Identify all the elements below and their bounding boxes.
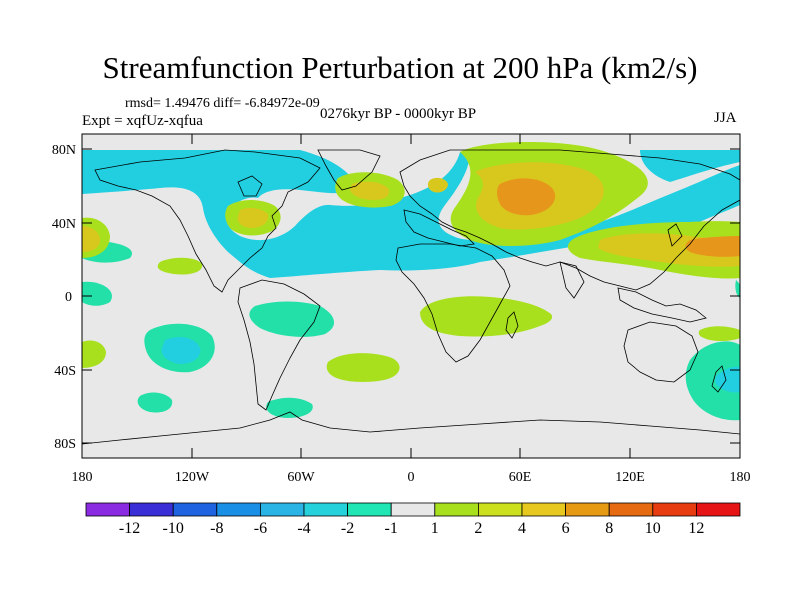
- negative-anomaly-tropical-pacific-west: [82, 281, 112, 306]
- coastlines: [82, 149, 740, 445]
- coast-eurasia: [399, 149, 740, 291]
- colorbar-swatch: [85, 502, 130, 517]
- colorbar-label: -6: [254, 520, 267, 537]
- positive-anomaly-north-america-core: [237, 207, 269, 228]
- colorbar-swatch: [477, 502, 523, 517]
- lat-axis-ticks: [82, 148, 740, 444]
- negative-anomaly-southern-ocean-west: [137, 392, 173, 413]
- colorbar-label: 4: [518, 520, 526, 537]
- season-text: JJA: [714, 110, 737, 126]
- colorbar-swatch: [565, 502, 610, 517]
- positive-anomaly-south-pacific-east: [82, 340, 106, 368]
- lon-label-180-left: 180: [72, 470, 93, 485]
- lat-label-80s: 80S: [54, 437, 76, 452]
- coast-greenland: [317, 149, 381, 191]
- positive-anomaly-africa-indian: [420, 296, 553, 337]
- lat-label-40s: 40S: [54, 364, 76, 379]
- lon-label-180-right: 180: [730, 470, 751, 485]
- negative-anomaly-southwest-pacific-core: [715, 366, 740, 393]
- colorbar-label: 12: [688, 520, 704, 537]
- colorbar-swatch: [129, 502, 174, 517]
- colorbar-label: -10: [163, 520, 184, 537]
- colorbar-swatch: [652, 502, 697, 517]
- positive-anomaly-greenland: [427, 177, 448, 193]
- positive-anomaly-south-atlantic: [326, 353, 400, 382]
- lon-label-120e: 120E: [615, 470, 645, 485]
- lat-label-40n: 40N: [52, 217, 76, 232]
- lon-label-60e: 60E: [509, 470, 532, 485]
- colorbar-label: -12: [119, 520, 140, 537]
- colorbar-label: 10: [645, 520, 661, 537]
- coast-india: [559, 261, 585, 299]
- colorbar-label: 8: [605, 520, 613, 537]
- positive-anomaly-eurasia-core: [497, 178, 556, 216]
- coast-south-america: [237, 279, 321, 411]
- stats-text: rmsd= 1.49476 diff= -6.84972e-09: [125, 96, 320, 111]
- negative-anomaly-arctic-pacific: [640, 150, 740, 182]
- coast-japan: [667, 223, 683, 247]
- positive-anomaly-atlantic-north-core: [350, 181, 390, 200]
- colorbar-labels: -12 -10 -8 -6 -4 -2 -1 1 2 4 6 8 10 12: [119, 520, 704, 537]
- coast-madagascar: [505, 311, 519, 339]
- colorbar-label: -1: [385, 520, 398, 537]
- colorbar-label: 1: [431, 520, 439, 537]
- coast-north-america: [94, 149, 321, 293]
- lon-label-120w: 120W: [175, 470, 210, 485]
- coast-southeast-asia: [617, 287, 707, 323]
- experiment-text: Expt = xqfUz-xqfua: [82, 113, 203, 129]
- colorbar-swatch: [216, 502, 261, 517]
- coast-europe-med: [403, 209, 475, 247]
- lat-axis-labels: 80N 40N 0 40S 80S: [52, 143, 76, 452]
- colorbar-swatch: [696, 502, 741, 517]
- colorbar-label: -2: [341, 520, 354, 537]
- colorbar-label: 6: [562, 520, 570, 537]
- colorbar-swatch: [390, 502, 436, 517]
- colorbar-label: 2: [474, 520, 482, 537]
- colorbar-swatch: [172, 502, 218, 517]
- colorbar-label: -4: [297, 520, 310, 537]
- negative-anomaly-southern-atlantic: [266, 397, 313, 418]
- coast-australia: [623, 321, 699, 383]
- period-text: 0276kyr BP - 0000kyr BP: [320, 106, 477, 122]
- lon-axis-ticks: [191, 134, 631, 458]
- colorbar-swatch: [259, 502, 305, 517]
- lat-label-0: 0: [65, 290, 72, 305]
- positive-anomaly-west-pacific-west-core: [82, 226, 100, 252]
- coast-hudson-bay: [237, 175, 263, 197]
- lon-label-60w: 60W: [287, 470, 315, 485]
- colorbar-swatch: [521, 502, 566, 517]
- lon-axis-labels: 180 120W 60W 0 60E 120E 180: [72, 470, 751, 485]
- colorbar-swatch: [434, 502, 479, 517]
- negative-anomaly-north-pacific: [735, 280, 740, 298]
- colorbar-swatch: [608, 502, 654, 517]
- colorbar-swatch: [347, 502, 392, 517]
- negative-anomaly-southwest-pacific: [685, 341, 740, 421]
- positive-anomaly-south-pacific-west: [698, 326, 740, 341]
- colorbar-swatch: [303, 502, 348, 517]
- contour-fields: [82, 141, 740, 421]
- coast-new-zealand: [711, 365, 727, 393]
- coast-antarctica: [82, 411, 740, 445]
- coast-africa: [395, 243, 511, 363]
- lat-label-80n: 80N: [52, 143, 76, 158]
- positive-anomaly-central-pacific: [157, 257, 203, 275]
- positive-anomaly-east-asia-core: [685, 236, 740, 257]
- negative-anomaly-south-pacific-core: [161, 337, 201, 364]
- chart-title: Streamfunction Perturbation at 200 hPa (…: [102, 50, 698, 85]
- lon-label-0: 0: [408, 470, 415, 485]
- negative-anomaly-east-pacific: [249, 301, 335, 337]
- colorbar: [85, 502, 741, 517]
- colorbar-label: -8: [210, 520, 223, 537]
